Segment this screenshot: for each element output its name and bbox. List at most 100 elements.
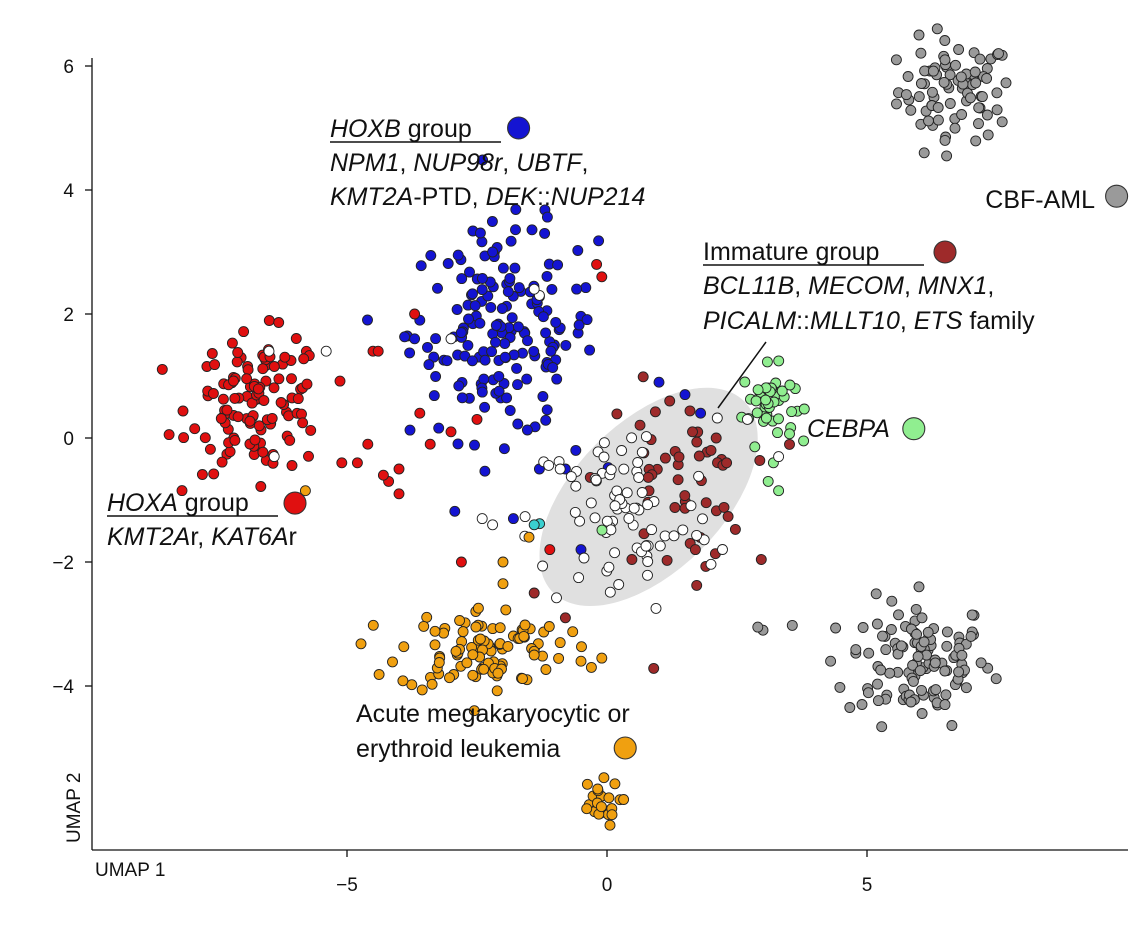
point-hoxb-group (362, 314, 373, 326)
point-unassigned (598, 437, 610, 449)
point-unassigned (632, 457, 644, 468)
point-hoxa-group (263, 315, 275, 326)
point-hoxb-group (509, 262, 521, 274)
point-cbf-aml (974, 53, 986, 65)
point-hoxb-group (584, 344, 596, 356)
point-cbf-aml (991, 87, 1003, 99)
point-cbf-aml (926, 86, 938, 98)
point-cbf-aml (900, 89, 912, 101)
point-hoxb-group (409, 333, 421, 345)
point-hoxa-group (362, 438, 374, 450)
point-cbf-aml (938, 76, 950, 88)
point-immature-group (648, 662, 660, 674)
point-cbf-aml (886, 595, 898, 607)
point-cbf-aml (857, 622, 869, 633)
point-hoxb-group (510, 204, 522, 215)
point-hoxa-group (178, 432, 190, 444)
point-immature-group (559, 612, 571, 624)
point-cbf-aml (1000, 77, 1012, 89)
point-hoxa-group (409, 308, 421, 320)
point-unassigned (609, 547, 621, 559)
point-amkl (592, 783, 604, 795)
point-cbf-aml (902, 71, 914, 82)
point-cbf-aml (932, 114, 944, 126)
point-cbf-aml (914, 665, 926, 677)
point-amkl (543, 621, 555, 632)
point-unassigned (537, 560, 549, 572)
hoxa-genes-line: KMT2Ar, KAT6Ar (107, 523, 297, 551)
point-amkl (497, 578, 509, 590)
point-hoxb-group (653, 376, 665, 388)
point-unassigned (623, 512, 635, 524)
point-cbf-aml (876, 721, 888, 733)
point-hoxb-group (539, 227, 551, 239)
point-unassigned (685, 500, 697, 512)
point-cebpa (751, 407, 763, 419)
point-unassigned (691, 529, 703, 541)
point-cbf-aml (830, 622, 842, 634)
point-unassigned (642, 499, 654, 511)
point-unassigned (633, 472, 645, 483)
point-cbf-aml (885, 624, 897, 635)
point-immature-group (626, 554, 638, 565)
point-cbf-aml (913, 581, 925, 593)
point-hoxb-group (476, 284, 488, 296)
point-hoxb-group (540, 414, 552, 426)
amkl-label-line1: Acute megakaryocytic or (356, 700, 630, 728)
point-amkl (472, 602, 484, 614)
point-unassigned (578, 552, 590, 564)
point-hoxb-group (679, 389, 691, 401)
point-hoxa-group (286, 373, 297, 385)
cebpa-marker (902, 417, 926, 441)
point-hoxa-group (596, 271, 608, 283)
point-hoxb-group (477, 154, 489, 166)
point-unassigned (650, 602, 662, 614)
point-cbf-aml (915, 47, 927, 59)
point-unassigned (613, 579, 625, 590)
point-hoxb-group (432, 282, 443, 294)
point-amkl (540, 664, 552, 675)
point-cbf-aml (916, 708, 928, 719)
point-amkl (603, 792, 615, 804)
point-hoxb-group (449, 505, 461, 517)
point-unassigned (705, 558, 717, 570)
point-immature-group (754, 455, 766, 466)
point-cbf-aml (872, 678, 883, 690)
point-amkl (478, 663, 490, 675)
point-hoxb-group (513, 282, 525, 294)
point-hoxb-group (498, 443, 510, 455)
point-cbf-aml (940, 689, 952, 701)
point-immature-group (659, 452, 671, 464)
point-cbf-aml (910, 603, 922, 615)
point-hoxb-group (456, 392, 468, 404)
point-cebpa (786, 406, 798, 418)
point-unassigned (585, 497, 597, 509)
point-immature-group (679, 490, 691, 502)
point-cbf-aml (966, 609, 978, 621)
point-hoxb-group (499, 351, 511, 363)
hoxb-group-marker (507, 116, 531, 140)
point-hoxb-group (474, 227, 486, 239)
point-cbf-aml (890, 54, 902, 66)
point-cbf-aml (850, 644, 862, 656)
amkl-label-line2: erythroid leukemia (356, 735, 560, 763)
point-hoxa-group (242, 364, 254, 376)
point-amkl (497, 556, 509, 568)
point-hoxa-group (257, 363, 269, 375)
point-hoxb-group (541, 270, 553, 282)
point-cbf-aml (941, 626, 953, 638)
point-unassigned (605, 464, 617, 476)
point-hoxb-group (453, 380, 465, 392)
point-unassigned (528, 283, 540, 295)
point-unassigned (616, 445, 628, 456)
point-hoxb-group (456, 273, 468, 285)
point-hoxb-group (486, 216, 498, 227)
point-hoxb-group (442, 258, 454, 269)
point-hoxa-group (228, 375, 239, 387)
hoxa-group-title: HOXA group (107, 489, 249, 517)
point-unassigned (628, 502, 640, 514)
point-hoxb-group (572, 245, 584, 256)
point-other (528, 519, 540, 531)
point-hoxb-group (469, 300, 481, 312)
